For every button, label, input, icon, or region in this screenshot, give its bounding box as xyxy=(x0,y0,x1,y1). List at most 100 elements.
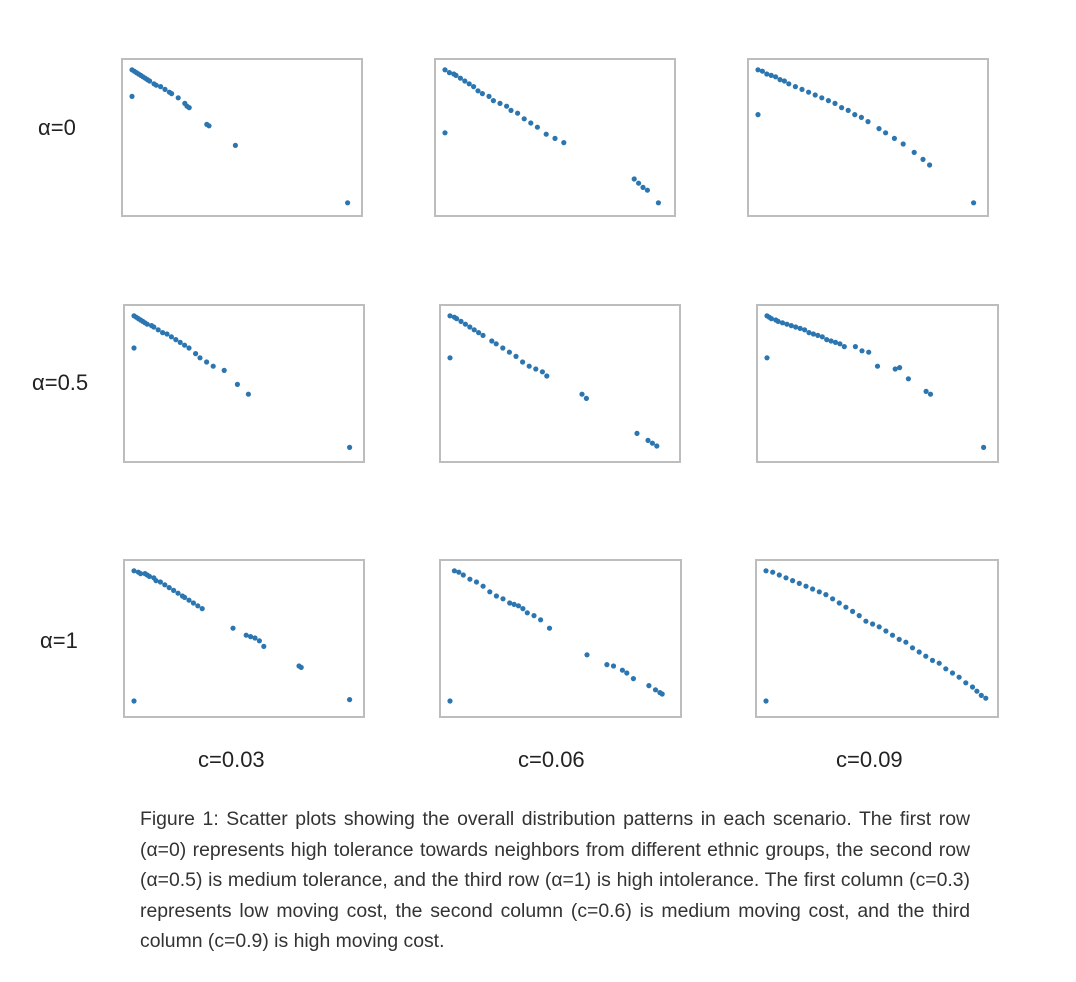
scatter-point xyxy=(531,613,537,619)
scatter-point xyxy=(453,72,459,78)
scatter-point xyxy=(169,91,175,97)
scatter-point xyxy=(604,662,610,668)
scatter-point xyxy=(956,674,962,680)
scatter-point xyxy=(911,149,917,155)
scatter-point xyxy=(175,95,181,101)
scatter-point xyxy=(186,597,192,603)
scatter-point xyxy=(852,344,858,350)
scatter-point xyxy=(659,691,665,697)
scatter-point xyxy=(507,600,513,606)
scatter-point xyxy=(900,141,906,147)
scatter-plot-r3-c2 xyxy=(447,568,665,704)
scatter-point xyxy=(506,349,512,355)
scatter-point xyxy=(852,112,858,118)
scatter-point xyxy=(897,365,903,371)
scatter-point xyxy=(764,71,770,77)
scatter-point xyxy=(182,594,188,600)
scatter-point xyxy=(298,664,304,670)
scatter-point xyxy=(479,91,485,97)
scatter-point xyxy=(619,667,625,673)
scatter-point xyxy=(815,332,821,338)
scatter-point xyxy=(806,330,812,336)
scatter-point xyxy=(206,123,212,129)
scatter-point xyxy=(971,200,977,206)
scatter-point xyxy=(539,369,545,375)
scatter-point xyxy=(768,316,774,322)
scatter-point xyxy=(883,628,889,634)
scatter-point xyxy=(874,363,881,369)
scatter-point xyxy=(447,355,453,361)
scatter-point xyxy=(645,437,651,443)
scatter-point xyxy=(832,339,839,345)
scatter-point xyxy=(788,323,794,329)
scatter-point xyxy=(520,359,526,365)
scatter-point xyxy=(480,332,486,338)
scatter-point xyxy=(462,78,468,84)
scatter-point xyxy=(802,327,808,333)
scatter-point xyxy=(856,613,862,619)
scatter-point xyxy=(876,624,882,630)
scatter-point xyxy=(153,578,159,584)
scatter-point xyxy=(458,318,464,324)
scatter-panel-r2-c3 xyxy=(756,304,999,463)
scatter-point xyxy=(256,638,262,644)
scatter-panel-r2-c2 xyxy=(439,304,681,463)
scatter-point xyxy=(779,320,786,326)
scatter-point xyxy=(969,684,976,690)
scatter-point xyxy=(870,621,876,627)
scatter-point xyxy=(832,100,838,106)
scatter-point xyxy=(790,578,796,584)
scatter-point xyxy=(891,135,897,141)
scatter-point xyxy=(232,142,238,148)
scatter-plot-r2-c2 xyxy=(447,313,660,449)
scatter-point xyxy=(456,569,462,575)
scatter-point xyxy=(177,339,183,345)
scatter-point xyxy=(155,327,161,333)
row-label-alpha-0: α=0 xyxy=(38,115,76,140)
scatter-point xyxy=(164,331,170,337)
scatter-point xyxy=(865,119,871,125)
scatter-point xyxy=(146,573,152,579)
scatter-point xyxy=(764,355,770,361)
scatter-panel-r3-c1 xyxy=(123,559,365,718)
scatter-point xyxy=(579,391,585,397)
scatter-point xyxy=(497,100,503,106)
scatter-point xyxy=(471,84,477,90)
scatter-point xyxy=(784,321,790,327)
scatter-point xyxy=(526,363,532,369)
scatter-point xyxy=(819,95,825,101)
scatter-point xyxy=(471,327,477,333)
scatter-point xyxy=(476,330,482,336)
scatter-point xyxy=(210,363,216,369)
scatter-point xyxy=(534,124,540,130)
scatter-point xyxy=(162,86,168,92)
scatter-point xyxy=(511,601,517,607)
scatter-panel-r2-c1 xyxy=(123,304,365,463)
scatter-point xyxy=(803,583,809,589)
scatter-plot-r2-c3 xyxy=(764,313,987,450)
scatter-point xyxy=(755,112,761,118)
scatter-point xyxy=(515,110,521,116)
scatter-point xyxy=(974,688,980,694)
scatter-panel-r3-c3 xyxy=(755,559,999,718)
row-label-alpha-0.5: α=0.5 xyxy=(32,370,89,395)
scatter-point xyxy=(649,440,655,446)
scatter-point xyxy=(655,200,661,206)
scatter-point xyxy=(978,692,984,698)
scatter-point xyxy=(819,334,825,340)
scatter-point xyxy=(204,359,210,365)
scatter-point xyxy=(773,74,779,80)
scatter-point xyxy=(489,338,495,344)
scatter-point xyxy=(793,324,799,330)
scatter-point xyxy=(624,670,630,676)
scatter-point xyxy=(521,116,527,122)
scatter-point xyxy=(768,72,774,78)
scatter-point xyxy=(796,580,802,586)
scatter-point xyxy=(850,608,856,614)
scatter-point xyxy=(777,77,783,83)
scatter-point xyxy=(182,342,188,348)
scatter-point xyxy=(755,67,761,73)
scatter-point xyxy=(825,98,831,104)
scatter-point xyxy=(630,676,636,682)
scatter-point xyxy=(171,587,177,593)
